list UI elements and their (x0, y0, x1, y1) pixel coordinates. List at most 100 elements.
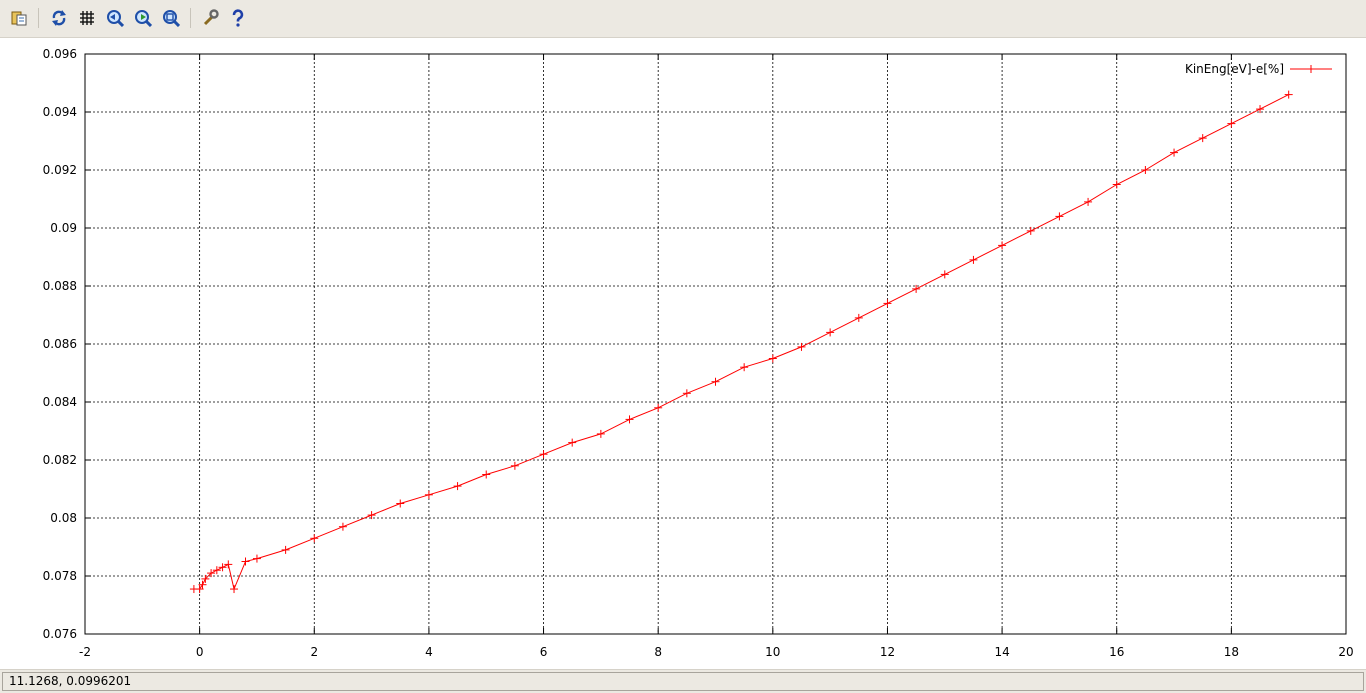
data-point (654, 403, 663, 412)
data-point (883, 299, 892, 308)
data-point (1112, 180, 1121, 189)
x-tick-label: 4 (425, 645, 433, 659)
y-tick-labels: 0.076 0.078 0.08 0.082 0.084 0.086 0.088 0.09 0.… (43, 47, 77, 641)
data-point (740, 363, 749, 372)
x-tick-label: 10 (765, 645, 780, 659)
data-point (224, 560, 233, 569)
grid-button[interactable] (76, 7, 98, 29)
y-tick-label: 0.094 (43, 105, 77, 119)
data-point (218, 563, 227, 572)
config-wrench-icon (203, 9, 219, 26)
data-point (453, 482, 462, 491)
data-point (826, 328, 835, 337)
data-point (768, 354, 777, 363)
data-point (1026, 226, 1035, 235)
help-icon (232, 9, 244, 27)
legend: KinEng[eV]-e[%] (1185, 62, 1332, 76)
y-tick-label: 0.096 (43, 47, 77, 61)
data-point (230, 585, 239, 594)
replot-icon (52, 10, 66, 26)
data-point (596, 429, 605, 438)
replot-button[interactable] (48, 7, 70, 29)
data-point (212, 566, 221, 575)
y-tick-label: 0.078 (43, 569, 77, 583)
x-tick-label: 6 (540, 645, 548, 659)
series-points (189, 90, 1293, 594)
toolbar (0, 0, 1366, 38)
legend-label: KinEng[eV]-e[%] (1185, 62, 1284, 76)
data-point (854, 313, 863, 322)
data-point (1055, 212, 1064, 221)
next-zoom-button[interactable] (132, 7, 154, 29)
data-point (310, 534, 319, 543)
copy-to-clipboard-icon (11, 11, 27, 26)
data-point (1256, 105, 1265, 114)
toolbar-separator (190, 8, 191, 28)
data-point (969, 255, 978, 264)
y-tick-label: 0.092 (43, 163, 77, 177)
data-point (1084, 197, 1093, 206)
x-tick-label: 20 (1338, 645, 1353, 659)
data-point (1227, 119, 1236, 128)
data-point (207, 569, 216, 578)
previous-zoom-icon (107, 10, 124, 27)
data-point (682, 389, 691, 398)
axes-ticks (84, 53, 1347, 635)
grid-icon (80, 11, 94, 25)
y-tick-label: 0.09 (50, 221, 77, 235)
data-point (424, 490, 433, 499)
coordinate-readout: 11.1268, 0.0996201 (2, 672, 1364, 691)
x-tick-label: 12 (880, 645, 895, 659)
data-point (998, 241, 1007, 250)
data-point (241, 557, 250, 566)
data-point (338, 522, 347, 531)
y-tick-label: 0.088 (43, 279, 77, 293)
data-point (201, 574, 210, 583)
autoscale-button[interactable] (160, 7, 182, 29)
data-point (940, 270, 949, 279)
x-tick-label: 0 (196, 645, 204, 659)
data-point (797, 342, 806, 351)
data-point (510, 461, 519, 470)
data-point (539, 450, 548, 459)
help-button[interactable] (227, 7, 249, 29)
data-point (482, 470, 491, 479)
scatter-chart[interactable]: -2 0 2 4 6 8 10 12 14 16 18 20 0.0760.0780.080.0820… (0, 38, 1366, 669)
toolbar-separator (38, 8, 39, 28)
plot-area[interactable]: -2 0 2 4 6 8 10 12 14 16 18 20 0.076 0.078 0.08 0.082 0… (0, 38, 1366, 669)
autoscale-icon (163, 10, 180, 27)
x-tick-label: 14 (994, 645, 1009, 659)
data-point (625, 415, 634, 424)
data-point (195, 585, 204, 594)
statusbar: 11.1268, 0.0996201 (0, 669, 1366, 693)
x-tick-labels: -2 0 2 4 6 8 10 12 14 16 18 20 (79, 645, 1354, 659)
data-point (396, 499, 405, 508)
y-tick-label: 0.08 (50, 511, 77, 525)
y-tick-label: 0.082 (43, 453, 77, 467)
copy-to-clipboard-button[interactable] (8, 7, 30, 29)
data-point (281, 545, 290, 554)
legend-marker (1307, 65, 1315, 73)
grid (85, 54, 1346, 634)
data-point (711, 377, 720, 386)
data-point (252, 554, 261, 563)
x-tick-label: 18 (1224, 645, 1239, 659)
data-point (912, 284, 921, 293)
x-tick-label: 8 (654, 645, 662, 659)
data-point (1170, 148, 1179, 157)
x-tick-label: 16 (1109, 645, 1124, 659)
config-button[interactable] (199, 7, 221, 29)
previous-zoom-button[interactable] (104, 7, 126, 29)
data-point (1141, 166, 1150, 174)
data-point (1284, 90, 1293, 99)
y-tick-label: 0.076 (43, 627, 77, 641)
legend-plus-marker (1307, 65, 1315, 73)
x-tick-label: 2 (310, 645, 318, 659)
y-tick-label: 0.086 (43, 337, 77, 351)
next-zoom-icon (135, 10, 152, 27)
data-point (1198, 134, 1207, 143)
y-tick-label: 0.084 (43, 395, 77, 409)
data-point (568, 438, 577, 447)
data-point (198, 580, 207, 589)
series-line (193, 94, 1289, 591)
